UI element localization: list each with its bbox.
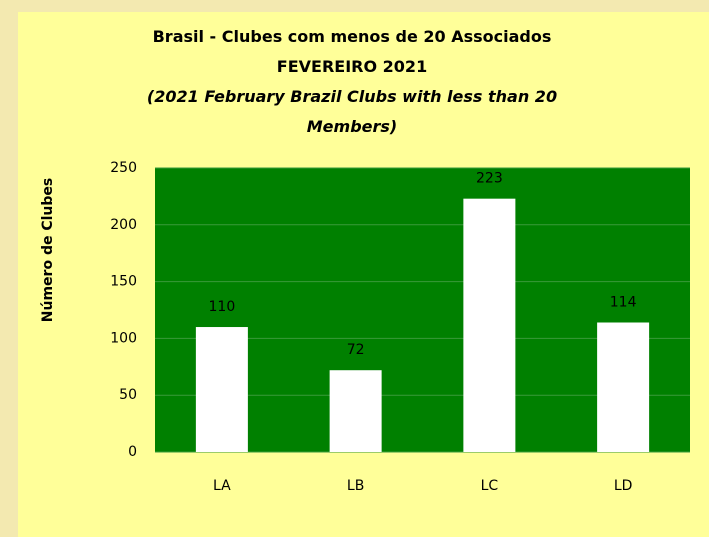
y-tick-label: 150 (110, 274, 137, 290)
bar (329, 370, 382, 452)
bar (463, 198, 516, 452)
x-tick-label: LC (481, 478, 499, 494)
y-tick-label: 100 (110, 330, 137, 346)
x-tick-label: LD (614, 478, 633, 494)
data-label: 223 (476, 171, 503, 187)
y-tick-label: 50 (119, 387, 137, 403)
x-tick-label: LA (213, 478, 231, 494)
bar (597, 322, 650, 452)
bar (195, 327, 248, 452)
data-label: 72 (347, 342, 365, 358)
y-tick-label: 200 (110, 217, 137, 233)
chart-annotation: (2021 February Brazil Clubs with less th… (146, 87, 558, 136)
y-tick-label: 250 (110, 160, 137, 176)
y-axis-label: Número de Clubes (40, 178, 56, 322)
titles: Brasil - Clubes com menos de 20 Associad… (92, 22, 612, 142)
chart-subtitle: FEVEREIRO 2021 (276, 57, 428, 76)
data-label: 114 (610, 294, 637, 310)
x-tick-label: LB (347, 478, 364, 494)
y-tick-label: 0 (128, 444, 137, 460)
chart-title: Brasil - Clubes com menos de 20 Associad… (152, 27, 552, 46)
data-label: 110 (209, 299, 236, 315)
